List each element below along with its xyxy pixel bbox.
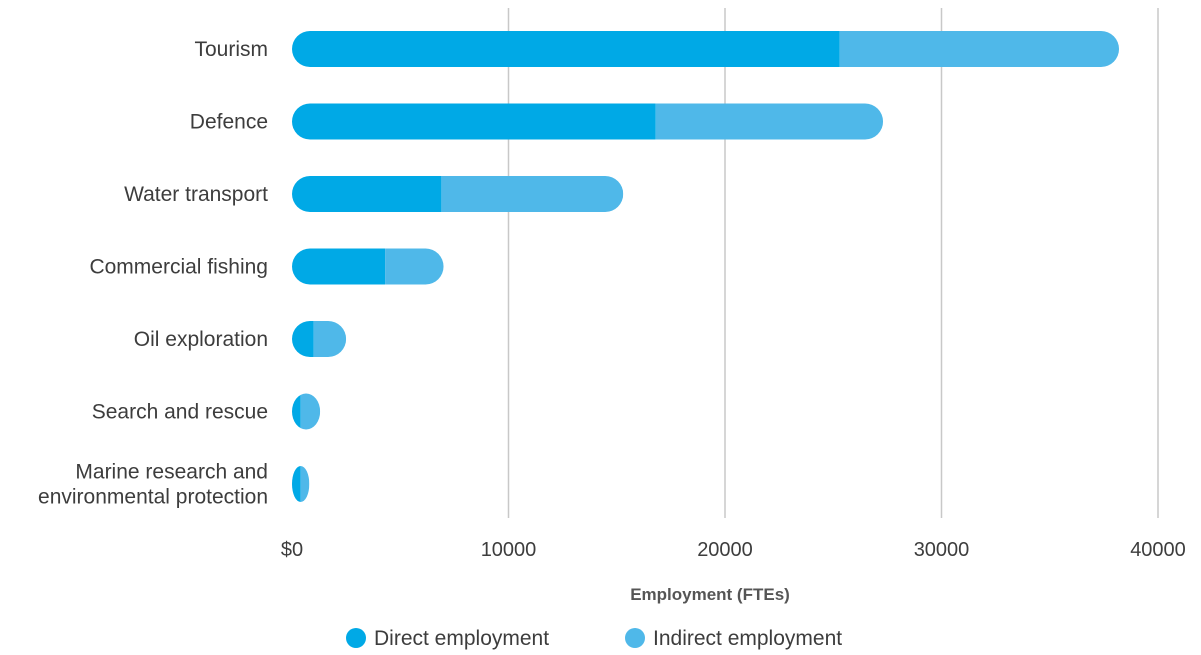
legend-swatch-indirect-employment xyxy=(625,628,645,648)
bar-commercial-fishing-direct-employment xyxy=(292,248,386,285)
legend-swatch-direct-employment xyxy=(346,628,366,648)
x-axis-ticks: $0 10000 20000 30000 40000 xyxy=(281,539,1186,561)
bar-oil-exploration-indirect-employment xyxy=(313,321,347,357)
bar-defence-direct-employment xyxy=(292,103,656,140)
bar-defence-indirect-employment xyxy=(655,103,884,140)
bar-marine-research-and-environmental-protection-indirect-employment xyxy=(300,466,310,502)
category-label-search-and-rescue: Search and rescue xyxy=(92,401,268,424)
x-tick-label-40000: 40000 xyxy=(1130,539,1186,561)
bar-tourism-direct-employment xyxy=(292,31,840,67)
bar-group-search-and-rescue xyxy=(292,393,321,430)
bar-group-defence xyxy=(292,103,884,140)
category-label-tourism: Tourism xyxy=(194,38,268,61)
category-label-defence: Defence xyxy=(190,111,268,134)
bar-search-and-rescue-indirect-employment xyxy=(300,393,321,430)
legend: Direct employment Indirect employment xyxy=(346,627,842,650)
x-axis-title: Employment (FTEs) xyxy=(630,585,790,604)
x-tick-label-10000: 10000 xyxy=(481,539,537,561)
bar-group-oil-exploration xyxy=(292,321,347,357)
bar-water-transport-indirect-employment xyxy=(441,176,624,212)
bar-water-transport-direct-employment xyxy=(292,176,442,212)
bar-search-and-rescue-direct-employment xyxy=(292,393,301,430)
bar-marine-research-and-environmental-protection-direct-employment xyxy=(292,466,301,502)
x-tick-label-0: $0 xyxy=(281,539,303,561)
category-label-water-transport: Water transport xyxy=(124,183,268,206)
legend-label-direct-employment: Direct employment xyxy=(374,627,549,650)
legend-item-direct-employment: Direct employment xyxy=(346,627,549,650)
bar-commercial-fishing-indirect-employment xyxy=(385,248,444,285)
category-label-oil-exploration: Oil exploration xyxy=(134,328,268,351)
bar-group-marine-research-and-environmental-protection xyxy=(292,466,310,502)
bar-oil-exploration-direct-employment xyxy=(292,321,314,357)
x-tick-label-30000: 30000 xyxy=(914,539,970,561)
gridlines xyxy=(507,8,1159,518)
legend-item-indirect-employment: Indirect employment xyxy=(625,627,842,650)
bar-group-commercial-fishing xyxy=(292,248,444,285)
x-tick-label-20000: 20000 xyxy=(697,539,753,561)
bar-group-water-transport xyxy=(292,176,624,212)
category-label-commercial-fishing: Commercial fishing xyxy=(89,256,268,279)
bar-group-tourism xyxy=(292,31,1120,67)
bars xyxy=(292,31,1120,502)
legend-label-indirect-employment: Indirect employment xyxy=(653,627,842,650)
category-labels: Tourism Defence Water transport Commercial … xyxy=(38,38,268,509)
bar-tourism-indirect-employment xyxy=(839,31,1120,67)
category-label-marine-research-and-environmental-protection: Marine research and environmental protect… xyxy=(38,461,268,509)
